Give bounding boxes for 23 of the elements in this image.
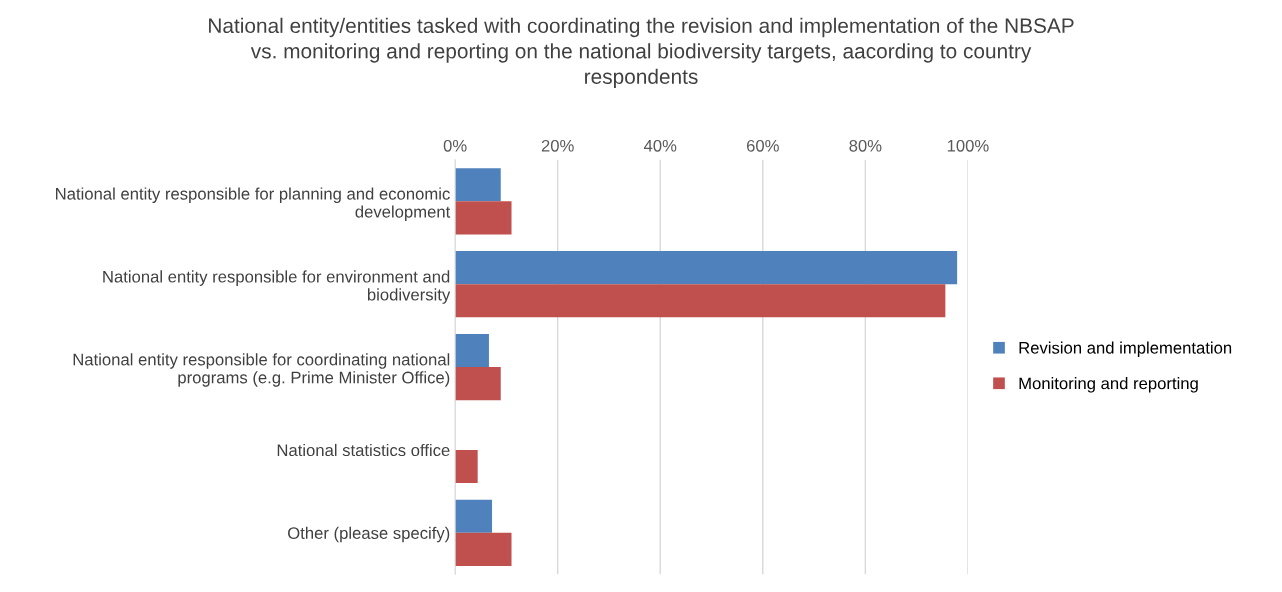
y-tick-label: National statistics office xyxy=(277,443,450,457)
bar xyxy=(455,449,478,484)
chart-title: National entity/entities tasked with coordinating the revision and implementation of the NBSAP vs. monitoring and reporting on the national biodiversity targets, aacording to country respondents xyxy=(209,17,1074,89)
x-tick-label: 0% xyxy=(443,139,467,152)
bar xyxy=(455,499,493,533)
y-tick-label: National entity responsible for planning and economic development xyxy=(56,187,451,221)
y-tick-label: National entity responsible for coordinating national programs (e.g. Prime Minister Office) xyxy=(73,353,450,387)
bar xyxy=(455,284,946,318)
bar xyxy=(455,333,489,368)
bar xyxy=(455,532,512,566)
x-tick-label: 100% xyxy=(947,139,989,152)
bar xyxy=(455,251,958,285)
x-tick-label: 20% xyxy=(541,139,574,152)
legend-label: Monitoring and reporting xyxy=(1019,377,1198,393)
bar xyxy=(455,367,501,401)
bar xyxy=(455,201,512,235)
x-tick-label: 80% xyxy=(849,139,882,152)
bar xyxy=(455,168,501,202)
x-tick-label: 60% xyxy=(746,139,779,152)
legend-label: Revision and implementation xyxy=(1019,341,1232,358)
y-tick-label: Other (please specify) xyxy=(288,526,450,543)
y-tick-label: National entity responsible for environment and biodiversity xyxy=(103,270,451,304)
x-tick-label: 40% xyxy=(643,139,677,152)
